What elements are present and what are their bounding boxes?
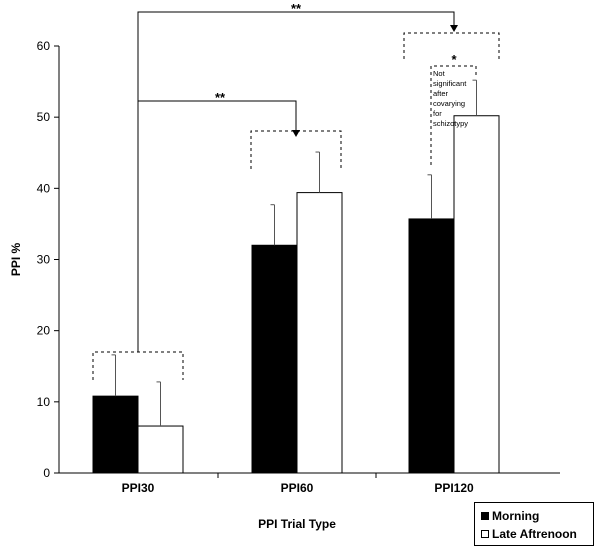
y-tick-label: 30 bbox=[37, 253, 51, 267]
bar-late-afternoon bbox=[137, 425, 184, 474]
sig-label-small: * bbox=[451, 52, 457, 67]
sig-label-mid: ** bbox=[215, 90, 226, 105]
legend-label-late-afternoon: Late Aftrenoon bbox=[492, 527, 577, 541]
arrowhead-mid bbox=[292, 130, 300, 137]
category-label: PPI30 bbox=[122, 481, 155, 495]
x-axis-title: PPI Trial Type bbox=[258, 517, 336, 531]
legend-swatch-late-afternoon bbox=[481, 530, 489, 538]
legend-item-morning: Morning bbox=[481, 507, 593, 525]
group-bracket bbox=[92, 351, 184, 380]
error-bars bbox=[111, 79, 477, 427]
arrowhead-top bbox=[450, 25, 458, 32]
sig-arrow-mid bbox=[138, 100, 297, 134]
bar-late-afternoon bbox=[296, 192, 343, 474]
y-tick-label: 0 bbox=[43, 466, 50, 480]
bar-morning bbox=[92, 395, 139, 474]
note-line: after bbox=[433, 89, 449, 98]
significance-brackets bbox=[92, 11, 500, 380]
legend-item-late-afternoon: Late Aftrenoon bbox=[481, 525, 593, 543]
legend-label-morning: Morning bbox=[492, 509, 540, 523]
bars bbox=[92, 115, 500, 474]
legend-swatch-morning bbox=[481, 512, 489, 520]
note-line: schizotypy bbox=[433, 119, 468, 128]
note-line: significant bbox=[433, 79, 467, 88]
note-line: for bbox=[433, 109, 442, 118]
group-bracket bbox=[250, 130, 342, 169]
legend: Morning Late Aftrenoon bbox=[474, 502, 594, 546]
y-tick-label: 50 bbox=[37, 110, 51, 124]
y-tick-label: 40 bbox=[37, 181, 51, 195]
y-tick-label: 10 bbox=[37, 395, 51, 409]
sig-label-top: ** bbox=[291, 1, 302, 16]
y-axis-title: PPI % bbox=[9, 243, 23, 277]
category-label: PPI120 bbox=[434, 481, 474, 495]
category-label: PPI60 bbox=[281, 481, 314, 495]
y-tick-label: 60 bbox=[37, 39, 51, 53]
y-tick-label: 20 bbox=[37, 324, 51, 338]
note-line: covarying bbox=[433, 99, 465, 108]
within-group-bracket bbox=[430, 65, 477, 165]
bar-morning bbox=[251, 244, 298, 474]
labels: 0 10 20 30 40 50 60 PPI30 PPI60 PPI120 PPI Trial T… bbox=[9, 1, 474, 531]
group-bracket bbox=[403, 32, 500, 59]
sig-arrow-top bbox=[137, 11, 455, 352]
bar-morning bbox=[408, 218, 455, 474]
note-line: Not bbox=[433, 69, 446, 78]
bar-late-afternoon bbox=[453, 115, 500, 474]
